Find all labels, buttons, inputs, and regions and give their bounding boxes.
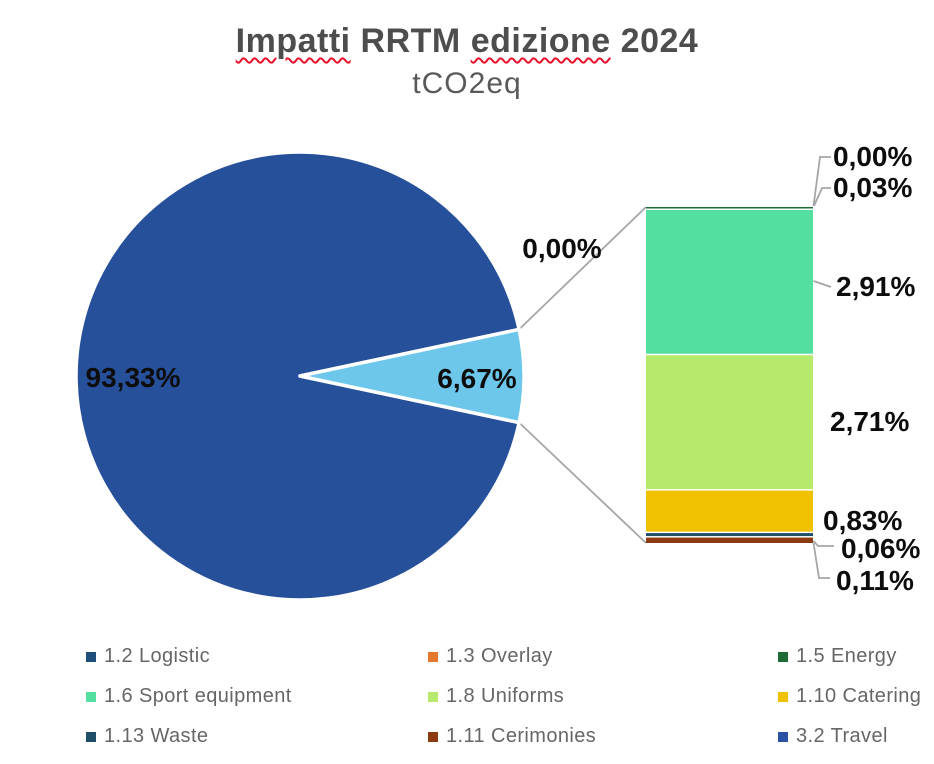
legend-item: 1.6 Sport equipment xyxy=(86,685,428,707)
chart-subtitle: tCO2eq xyxy=(412,67,522,100)
data-label-1-8-uniforms: 2,71% xyxy=(830,406,909,437)
data-label-1-2-logistic: 0,00% xyxy=(522,233,601,264)
bar-segment-1-6-sport-equipment xyxy=(646,209,813,354)
legend-item: 1.2 Logistic xyxy=(86,645,428,667)
legend-label: 1.11 Cerimonies xyxy=(446,725,597,747)
title-block: Impatti RRTM edizione 2024 tCO2eq xyxy=(0,22,934,101)
label-leader-line xyxy=(812,540,834,547)
legend-swatch xyxy=(86,691,96,702)
legend-swatch xyxy=(86,651,96,662)
legend-swatch xyxy=(778,651,788,662)
legend-swatch xyxy=(428,651,438,662)
title-word-misspelled: edizione xyxy=(470,22,611,60)
pie-of-bar-chart: 93,33% 6,67%0,00%0,00%0,03%2,91%2,71%0,83… xyxy=(74,141,920,602)
pie-slice-other xyxy=(298,327,526,425)
label-leader-line xyxy=(812,156,831,207)
legend-item: 1.13 Waste xyxy=(86,725,428,747)
bar-segment-1-10-catering xyxy=(646,490,813,532)
bar-segment-1-5-energy xyxy=(646,207,813,209)
legend-item: 1.11 Cerimonies xyxy=(428,725,778,747)
legend-label: 1.8 Uniforms xyxy=(446,685,565,707)
legend-label: 1.13 Waste xyxy=(104,725,209,747)
data-label-1-3-overlay: 0,00% xyxy=(833,141,912,172)
legend-swatch xyxy=(428,691,438,702)
legend-item: 3.2 Travel xyxy=(778,725,926,747)
bar-segment-1-11-cerimonies xyxy=(646,537,813,543)
legend-label: 3.2 Travel xyxy=(796,725,888,747)
data-label-travel: 93,33% xyxy=(86,362,181,393)
legend-item: 1.3 Overlay xyxy=(428,645,778,667)
legend-label: 1.6 Sport equipment xyxy=(104,685,292,707)
title-word: RRTM xyxy=(350,22,471,60)
label-leader-line xyxy=(813,280,832,288)
legend-label: 1.3 Overlay xyxy=(446,645,553,667)
legend-swatch xyxy=(778,731,788,742)
title-word: 2024 xyxy=(610,22,699,60)
legend-label: 1.2 Logistic xyxy=(104,645,210,667)
series-connector-top xyxy=(518,206,647,331)
legend-label: 1.10 Catering xyxy=(796,685,922,707)
title-word-misspelled: Impatti xyxy=(235,22,351,60)
data-label-other: 6,67% xyxy=(437,363,516,394)
label-leader-line xyxy=(813,187,831,207)
data-label-1-10-catering: 0,83% xyxy=(823,505,902,536)
data-label-1-13-waste: 0,06% xyxy=(841,533,920,564)
legend-swatch xyxy=(86,731,96,742)
chart-legend: 1.2 Logistic 1.3 Overlay 1.5 Energy 1.6 Spo… xyxy=(86,645,926,747)
legend-item: 1.8 Uniforms xyxy=(428,685,778,707)
legend-swatch xyxy=(428,731,438,742)
series-connector-bottom xyxy=(518,421,647,544)
data-label-1-6-sport-equipment: 2,91% xyxy=(836,271,915,302)
legend-swatch xyxy=(778,691,788,702)
data-label-1-11-cerimonies: 0,11% xyxy=(836,565,914,596)
legend-item: 1.5 Energy xyxy=(778,645,926,667)
label-leader-line xyxy=(812,542,830,579)
data-label-1-5-energy: 0,03% xyxy=(833,172,912,203)
legend-item: 1.10 Catering xyxy=(778,685,926,707)
bar-segment-1-13-waste xyxy=(646,533,813,537)
pie-slice-travel xyxy=(74,150,521,602)
chart-title: Impatti RRTM edizione 2024 xyxy=(0,22,934,61)
bar-segment-1-8-uniforms xyxy=(646,355,813,490)
legend-label: 1.5 Energy xyxy=(796,645,897,667)
